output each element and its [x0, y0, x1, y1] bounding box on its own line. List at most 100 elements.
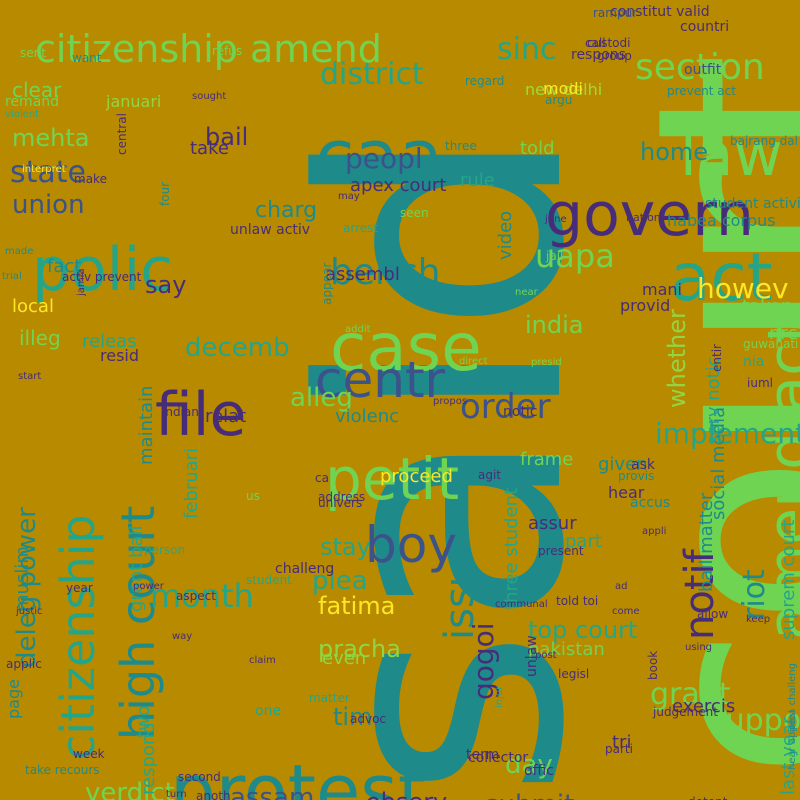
cloud-word: accus — [630, 495, 671, 511]
cloud-word: apex court — [350, 175, 447, 196]
cloud-word: nia — [743, 354, 765, 370]
cloud-word: way — [172, 631, 193, 642]
cloud-word: habea corpus — [667, 211, 776, 230]
cloud-word: sent — [20, 46, 46, 60]
cloud-word: arrest — [343, 221, 379, 235]
cloud-word: fatima — [318, 592, 396, 620]
cloud-word: three student — [501, 487, 522, 610]
cloud-word: entir — [710, 344, 724, 372]
cloud-word: told toi — [556, 594, 599, 608]
cloud-word: applic — [6, 657, 42, 671]
cloud-word: addit — [345, 324, 371, 335]
cloud-word: group — [597, 49, 632, 63]
cloud-word: januari — [106, 92, 162, 111]
cloud-word: support — [710, 703, 800, 738]
cloud-word: bench — [330, 252, 441, 293]
cloud-word: riot — [737, 569, 772, 620]
cloud-word: countri — [680, 19, 730, 35]
cloud-word: union — [12, 190, 85, 220]
cloud-word: indian — [162, 405, 199, 419]
cloud-word: say — [145, 271, 187, 299]
cloud-word: citizenship — [51, 514, 105, 760]
cloud-word: guwahati — [743, 337, 799, 351]
cloud-word: keep — [746, 614, 771, 625]
cloud-word: nation — [626, 211, 661, 224]
cloud-word: respons — [571, 47, 626, 63]
cloud-word: may — [338, 191, 360, 202]
cloud-word: make — [74, 172, 107, 186]
cloud-word: rule — [460, 170, 495, 191]
cloud-word: ask — [631, 457, 655, 473]
cloud-word: sought — [192, 91, 227, 102]
cloud-word: jamia — [76, 268, 87, 296]
cloud-word: term — [466, 747, 500, 763]
cloud-word: one — [255, 703, 282, 719]
cloud-word: propos — [433, 396, 468, 407]
cloud-word: anoth — [196, 789, 231, 800]
cloud-word: whether — [663, 309, 691, 408]
cloud-word: modi — [543, 79, 583, 98]
cloud-word: howev — [697, 272, 789, 305]
cloud-word: section — [635, 47, 765, 88]
cloud-word: jail — [546, 249, 564, 263]
cloud-word: plea — [312, 566, 368, 596]
cloud-word: constitut valid — [610, 4, 710, 20]
cloud-word: mani — [642, 280, 682, 299]
cloud-word: near — [515, 287, 538, 298]
cloud-word: book — [646, 650, 660, 680]
cloud-word: student activist — [705, 196, 800, 212]
cloud-word: three — [445, 139, 477, 153]
cloud-word: top court — [528, 616, 638, 644]
cloud-word: decemb — [185, 333, 290, 363]
cloud-word: told — [520, 138, 555, 159]
cloud-word: aspect — [176, 589, 216, 603]
cloud-word: bajrang dal — [730, 134, 798, 148]
cloud-word: submit — [485, 792, 574, 800]
cloud-word: respond — [138, 722, 159, 795]
cloud-word: given — [598, 454, 648, 475]
cloud-word: pracha — [318, 635, 401, 663]
cloud-word: delhi — [600, 795, 742, 800]
cloud-word: peopl — [345, 142, 423, 175]
cloud-word: refus — [212, 44, 243, 58]
cloud-word: observ — [366, 790, 447, 800]
cloud-word: appli — [642, 526, 667, 537]
cloud-word: provis — [618, 469, 655, 483]
cloud-word: file — [155, 380, 247, 450]
cloud-word: seen — [400, 206, 429, 220]
cloud-word: hear — [608, 483, 645, 502]
cloud-word: june — [545, 214, 567, 225]
cloud-word: protest — [170, 749, 427, 800]
cloud-word: violent — [5, 109, 40, 120]
cloud-word: video — [495, 210, 516, 260]
cloud-word: come — [612, 606, 640, 617]
cloud-word: sinc — [497, 32, 557, 67]
cloud-word: grant bail — [126, 525, 147, 612]
cloud-word: power — [133, 581, 164, 592]
cloud-word: remand — [5, 94, 60, 110]
cloud-word: justic — [16, 606, 43, 617]
cloud-word: matter — [309, 691, 350, 705]
cloud-word: univers — [318, 496, 363, 510]
cloud-word: direct — [459, 356, 488, 367]
cloud-word: want — [72, 51, 102, 65]
cloud-word: using — [685, 642, 713, 653]
cloud-word: advoc — [350, 712, 387, 726]
cloud-word: regard — [465, 74, 505, 88]
cloud-word: take — [190, 138, 229, 159]
cloud-word: take recours — [25, 763, 100, 777]
cloud-word: muslim — [12, 546, 33, 612]
cloud-word: challeng — [275, 561, 335, 577]
cloud-word: notic — [503, 404, 538, 420]
cloud-word: state — [10, 155, 86, 190]
cloud-word: day — [505, 750, 553, 780]
cloud-word: parti — [605, 742, 633, 756]
cloud-word: custodi — [587, 36, 631, 50]
cloud-word: alleg — [290, 383, 353, 413]
cloud-word: central — [115, 113, 129, 155]
cloud-word: interpret — [22, 164, 66, 175]
cloud-word: order — [460, 387, 551, 427]
cloud-word: student — [246, 573, 292, 587]
cloud-word: relat — [205, 406, 247, 427]
